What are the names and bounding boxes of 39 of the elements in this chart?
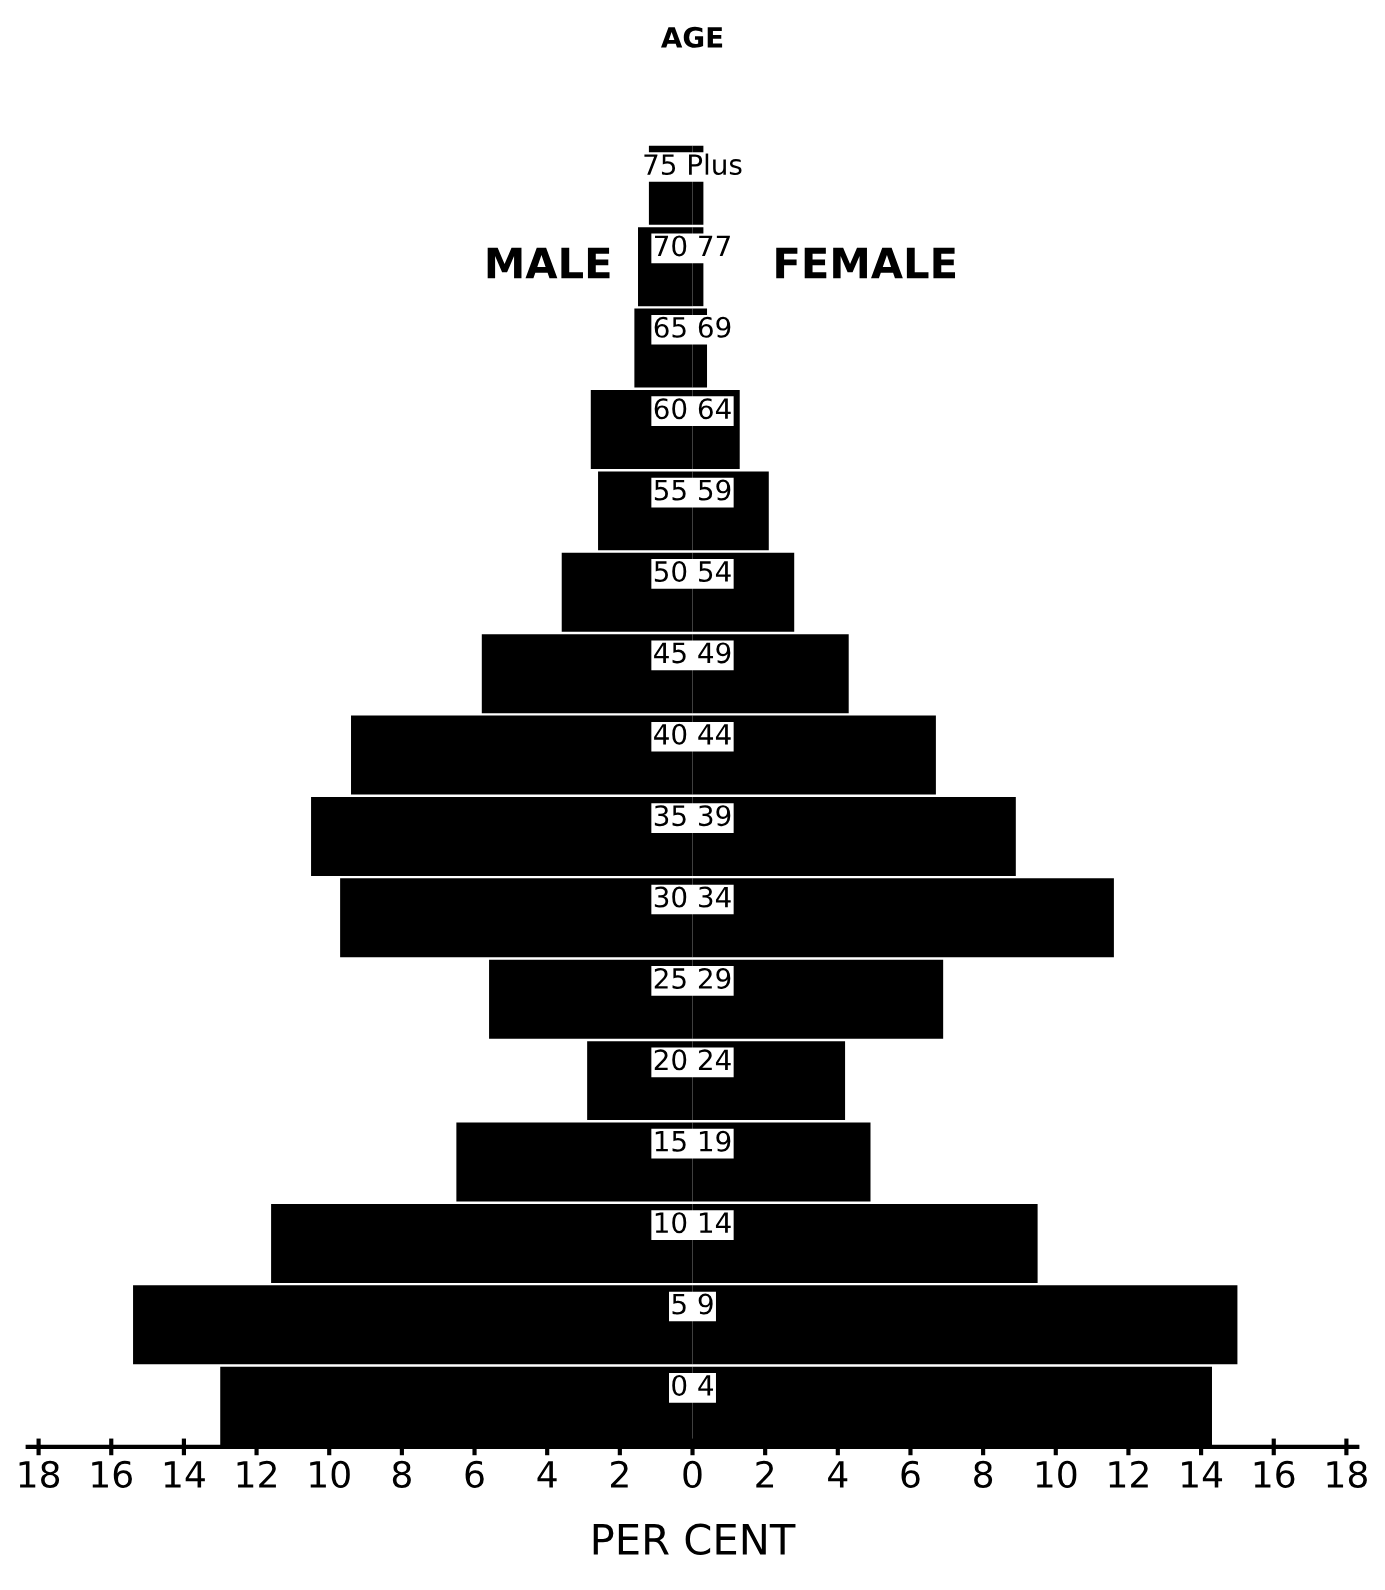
y-tick-label: 60 64	[654, 398, 731, 420]
x-tick-label: 12	[237, 1460, 276, 1488]
y-tick-label: 40 44	[654, 723, 731, 745]
x-tick-label: 6	[465, 1460, 484, 1489]
y-tick-label: 35 39	[654, 805, 731, 827]
y-tick-label: 10 14	[655, 1212, 731, 1234]
x-tick-label: 8	[392, 1460, 411, 1489]
x-tick-label: 8	[974, 1460, 993, 1489]
x-tick-label: 10	[1036, 1460, 1077, 1489]
x-tick-label: 12	[1109, 1460, 1148, 1488]
y-tick-label: 75 Plus	[644, 153, 742, 176]
y-tick-label: 65 69	[654, 316, 731, 338]
y-tick-label: 5 9	[672, 1293, 713, 1315]
y-tick-label: 70 77	[655, 235, 730, 257]
chart-title: AGE	[661, 26, 723, 48]
y-tick-label: 25 29	[654, 967, 731, 989]
y-tick-label: 30 34	[654, 886, 731, 908]
x-tick-label: 16	[1254, 1460, 1295, 1489]
x-tick-label: 2	[756, 1460, 774, 1488]
x-tick-label: 18	[1327, 1460, 1367, 1489]
x-tick-label: 14	[1182, 1461, 1223, 1488]
x-tick-label: 6	[901, 1460, 920, 1489]
x-tick-label: 14	[164, 1461, 205, 1488]
x-tick-label: 4	[828, 1461, 848, 1488]
x-tick-label: 10	[310, 1460, 350, 1489]
x-tick-label: 0	[683, 1460, 702, 1489]
y-tick-label: 50 54	[654, 561, 731, 583]
y-tick-label: 55 59	[654, 479, 731, 501]
x-tick-label: 18	[19, 1460, 60, 1489]
series-label: FEMALE	[776, 247, 956, 279]
x-tick-label: 16	[92, 1460, 132, 1489]
y-tick-label: 20 24	[654, 1049, 731, 1071]
y-tick-label: 0 4	[672, 1374, 714, 1396]
x-tick-label: 2	[611, 1460, 628, 1488]
y-tick-label: 45 49	[654, 642, 731, 664]
y-tick-label: 15 19	[655, 1130, 731, 1152]
series-label: MALE	[487, 247, 610, 279]
x-axis-title: PER CENT	[593, 1523, 796, 1556]
x-tick-label: 4	[537, 1461, 557, 1488]
